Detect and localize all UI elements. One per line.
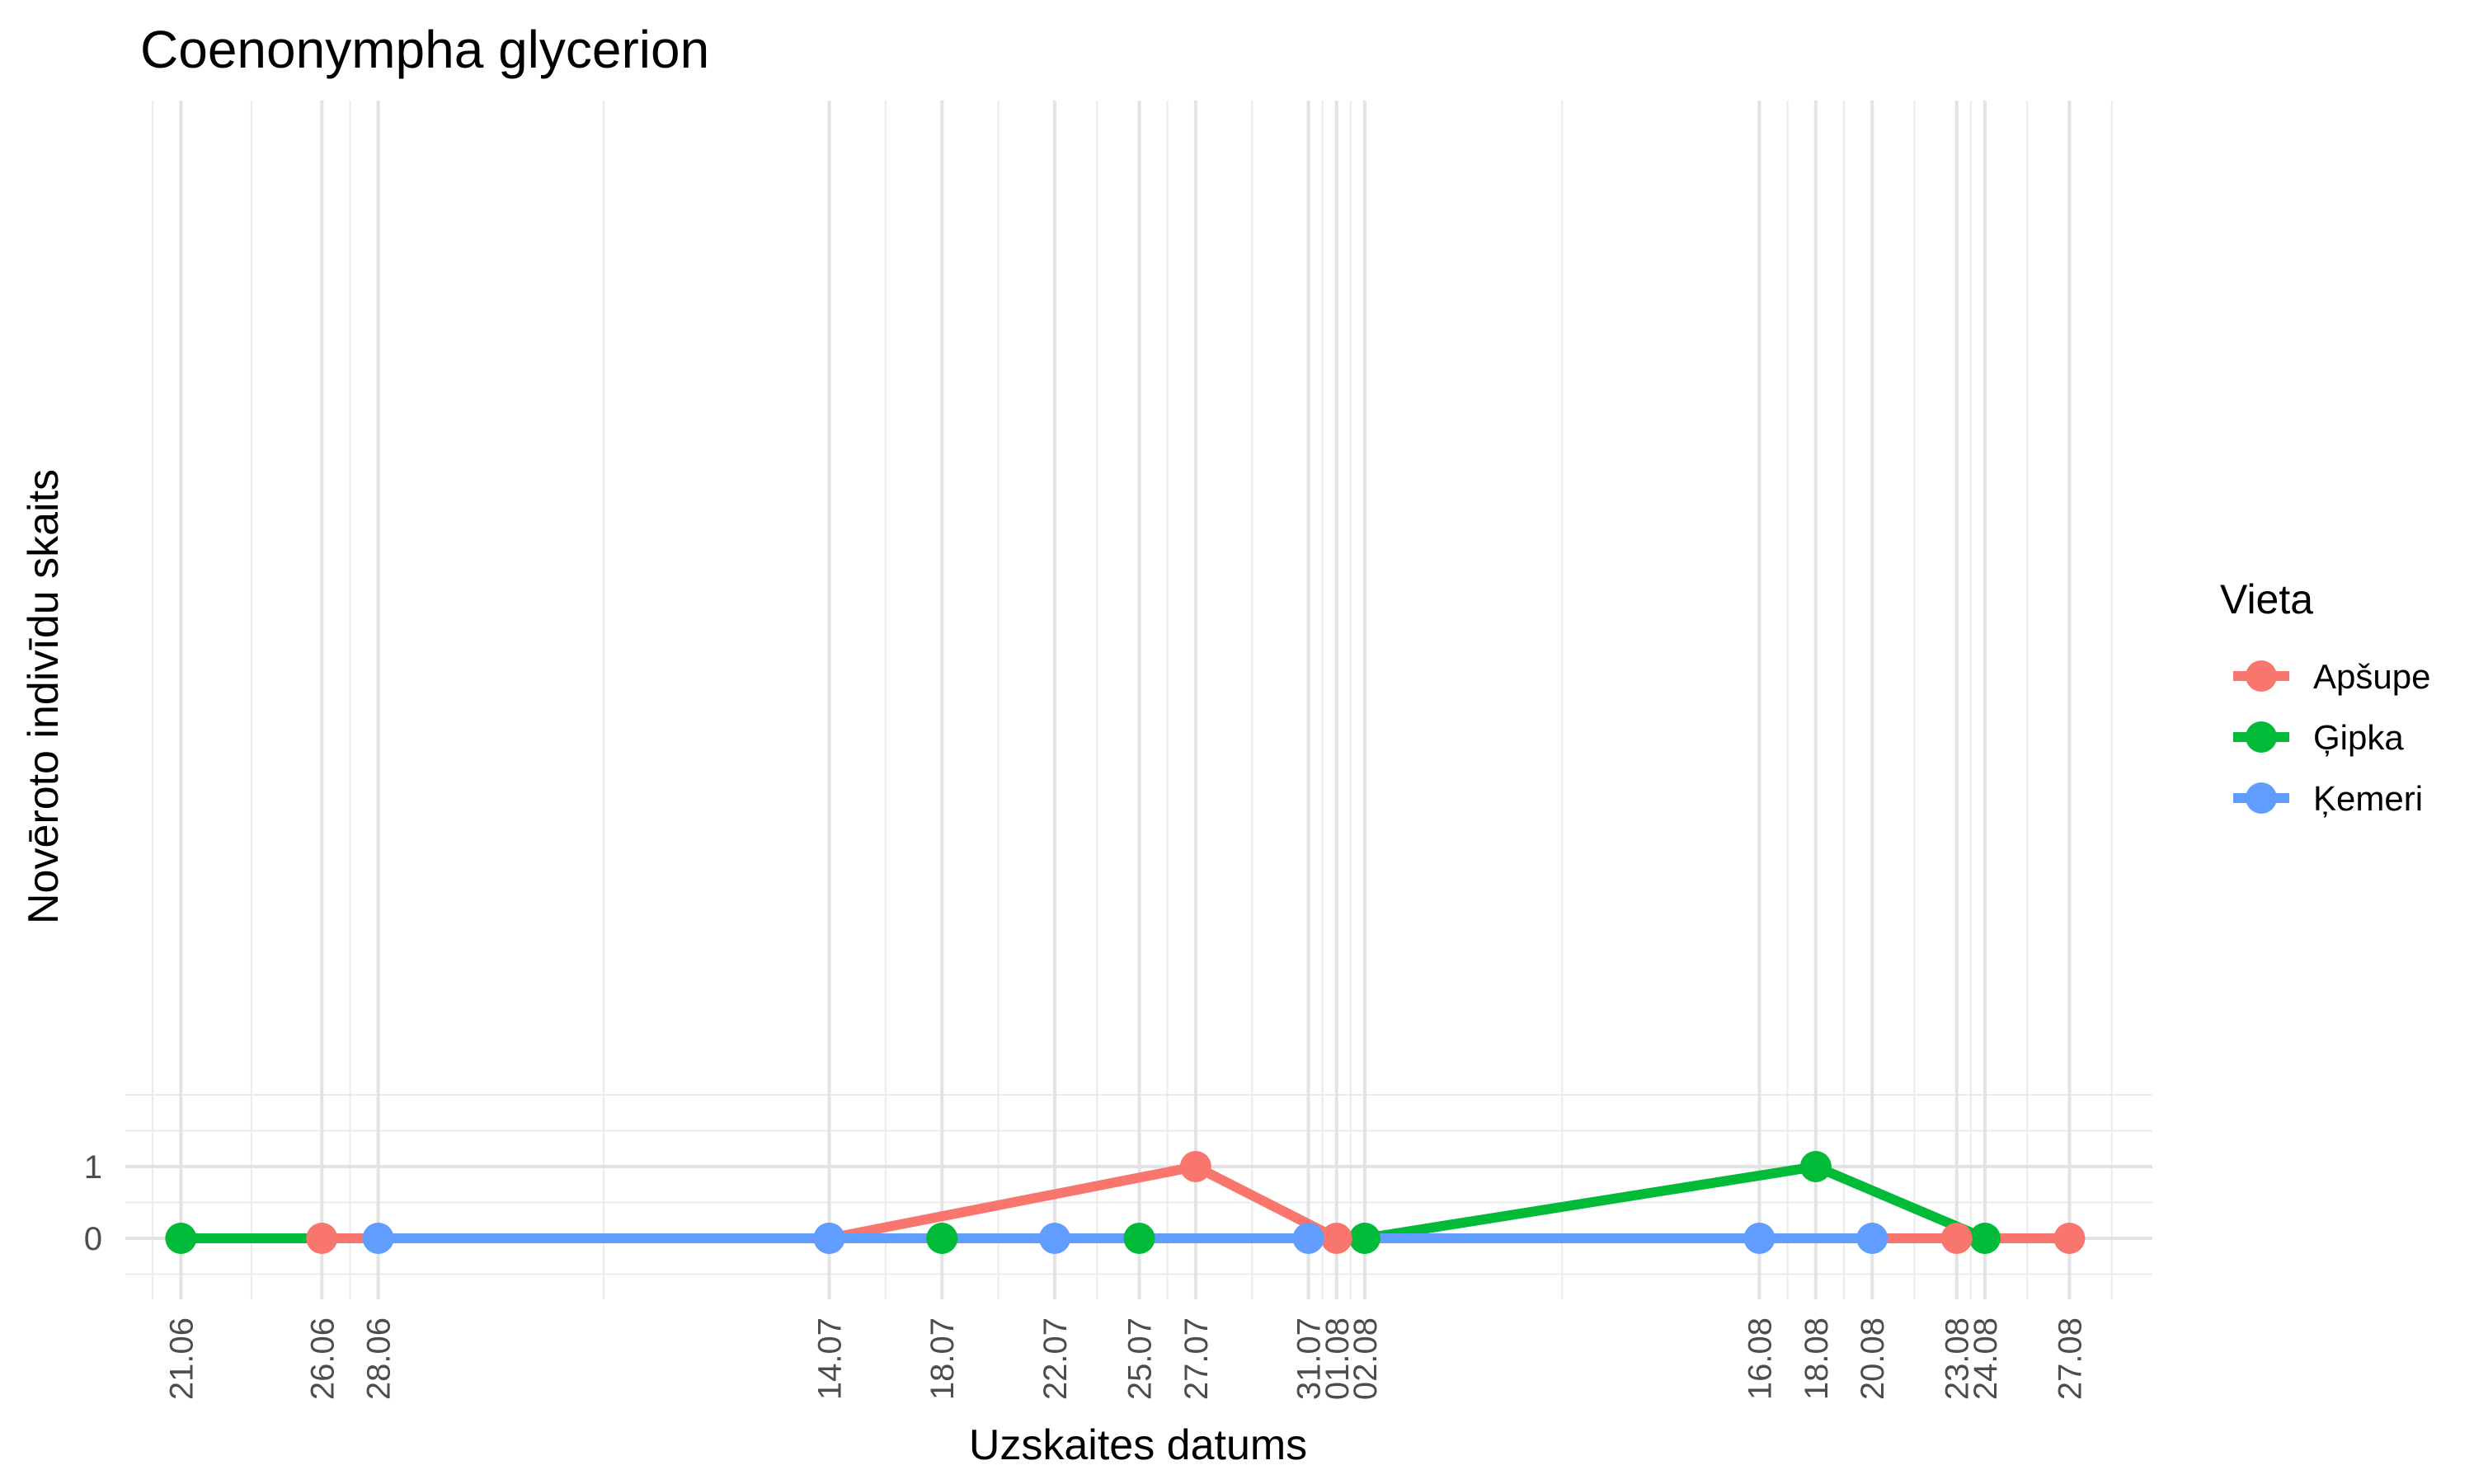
data-point — [306, 1223, 338, 1254]
data-point — [1856, 1223, 1888, 1254]
x-tick-label: 27.08 — [2052, 1317, 2088, 1400]
x-tick-label: 26.06 — [304, 1317, 341, 1400]
legend-title: Vieta — [2220, 576, 2313, 622]
x-tick-label: 22.07 — [1037, 1317, 1074, 1400]
grid-layer — [125, 101, 2152, 1299]
data-point — [1799, 1151, 1832, 1182]
series-layer — [165, 1151, 2086, 1254]
legend-label: Ķemeri — [2313, 779, 2423, 818]
x-tick-label: 02.08 — [1348, 1317, 1384, 1400]
data-point — [813, 1223, 845, 1254]
x-tick-label: 27.07 — [1178, 1317, 1215, 1400]
legend-key-point — [2246, 782, 2277, 814]
chart-title: Coenonympha glycerion — [140, 20, 709, 79]
legend-label: Apšupe — [2313, 657, 2430, 696]
data-point — [2053, 1223, 2086, 1254]
x-axis-ticks: 21.06 26.06 28.06 14.07 18.07 22.07 25.07 27.07… — [163, 1317, 2088, 1400]
x-tick-label: 18.07 — [924, 1317, 961, 1400]
data-point — [1123, 1223, 1155, 1254]
data-point — [1940, 1223, 1973, 1254]
x-tick-label: 23.08 — [1940, 1317, 1976, 1400]
legend-item: Ģipka — [2233, 718, 2404, 757]
data-point — [1320, 1223, 1352, 1254]
x-tick-label: 25.07 — [1122, 1317, 1159, 1400]
data-point — [362, 1223, 394, 1254]
data-point — [165, 1223, 197, 1254]
legend-label: Ģipka — [2313, 718, 2404, 757]
x-tick-label: 01.08 — [1319, 1317, 1356, 1400]
y-axis-ticks: 01 — [84, 1149, 102, 1257]
data-point — [1038, 1223, 1070, 1254]
legend: Vieta Apšupe Ģipka Ķemeri — [2220, 576, 2430, 818]
x-tick-label: 20.08 — [1855, 1317, 1891, 1400]
legend-items: Apšupe Ģipka Ķemeri — [2233, 657, 2430, 818]
y-tick-label: 1 — [84, 1149, 102, 1186]
y-axis-label: Novēroto indivīdu skaits — [20, 469, 68, 924]
legend-key-point — [2246, 660, 2277, 692]
legend-key-point — [2246, 721, 2277, 753]
x-tick-label: 18.08 — [1799, 1317, 1835, 1400]
legend-item: Ķemeri — [2233, 779, 2423, 818]
data-point — [1743, 1223, 1776, 1254]
y-tick-label: 0 — [84, 1221, 102, 1257]
x-tick-label: 14.07 — [812, 1317, 849, 1400]
data-point — [926, 1223, 958, 1254]
x-tick-label: 21.06 — [163, 1317, 200, 1400]
x-axis-label: Uzskaites datums — [969, 1421, 1307, 1469]
x-tick-label: 24.08 — [1968, 1317, 2004, 1400]
x-tick-label: 31.07 — [1291, 1317, 1328, 1400]
data-point — [1179, 1151, 1211, 1182]
x-tick-label: 28.06 — [361, 1317, 397, 1400]
data-point — [1348, 1223, 1380, 1254]
data-point — [1968, 1223, 2001, 1254]
data-point — [1292, 1223, 1324, 1254]
legend-item: Apšupe — [2233, 657, 2430, 696]
x-tick-label: 16.08 — [1742, 1317, 1778, 1400]
